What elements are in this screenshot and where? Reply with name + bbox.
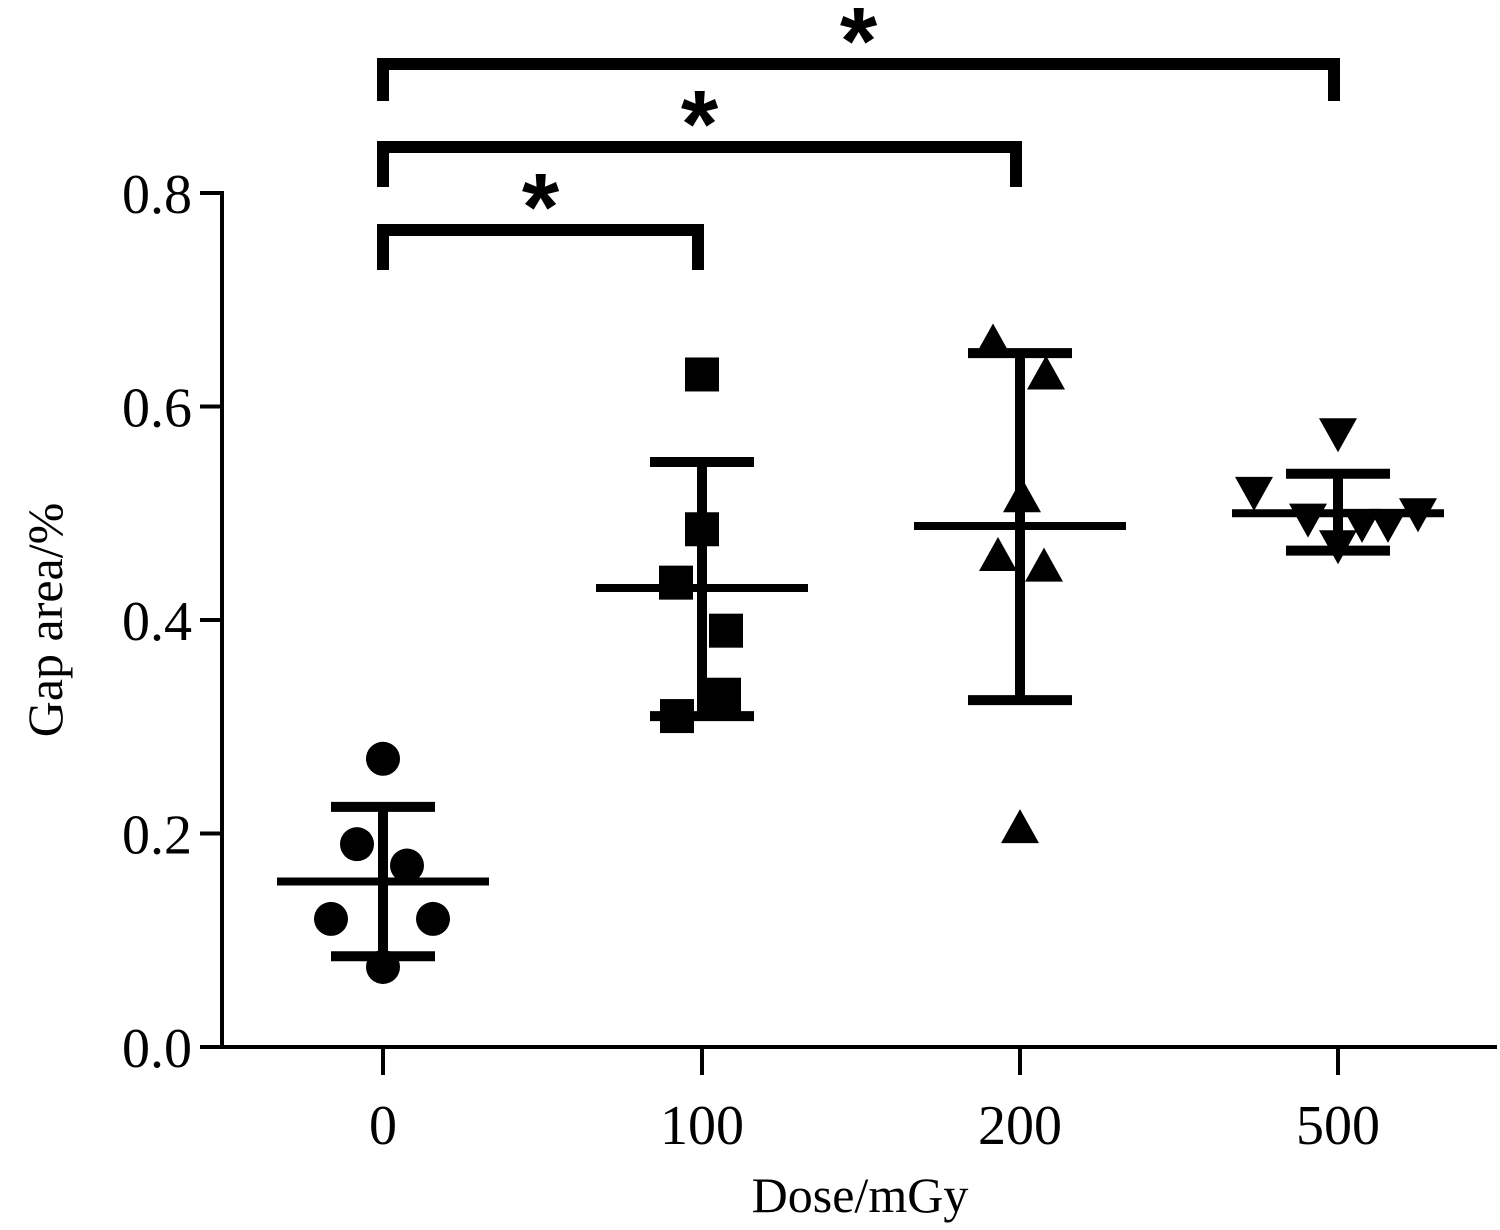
- y-tick-label: 0.6: [122, 378, 192, 440]
- y-tick-label: 0.8: [122, 164, 192, 226]
- significance-star: *: [522, 154, 560, 261]
- data-point: [416, 901, 450, 936]
- data-point: [1399, 498, 1437, 533]
- significance-star: *: [681, 71, 719, 178]
- data-point: [1319, 418, 1357, 453]
- significance-bracket: [377, 141, 1022, 187]
- data-point: [1369, 508, 1407, 543]
- x-axis-label: Dose/mGy: [752, 1167, 969, 1223]
- y-tick-label: 0.0: [122, 1018, 192, 1080]
- data-point: [1001, 809, 1039, 844]
- data-point: [340, 827, 374, 862]
- significance-bracket: [377, 58, 1340, 101]
- data-point: [1235, 476, 1273, 511]
- data-point: [659, 565, 693, 600]
- y-tick-label: 0.2: [122, 805, 192, 867]
- data-point: [685, 357, 719, 392]
- data-point: [979, 536, 1017, 571]
- data-point: [685, 512, 719, 547]
- data-point: [1289, 503, 1327, 538]
- data-point: [366, 949, 400, 984]
- data-point: [709, 613, 743, 648]
- data-point: [366, 741, 400, 776]
- plot-area: [277, 323, 1444, 984]
- data-point: [1319, 530, 1357, 565]
- significance-bracket: [377, 224, 704, 270]
- data-point: [390, 848, 424, 883]
- data-point: [1003, 478, 1041, 513]
- data-point: [1343, 508, 1381, 543]
- significance-star: *: [840, 0, 878, 95]
- axes: 0.0 0.2 0.4 0.6 0.8 0 100 200 500: [122, 164, 1497, 1157]
- x-tick-label: 500: [1296, 1095, 1380, 1157]
- data-point: [1027, 355, 1065, 390]
- data-point: [314, 901, 348, 936]
- y-tick-label: 0.4: [122, 591, 192, 653]
- x-tick-label: 0: [369, 1095, 397, 1157]
- x-tick-label: 200: [978, 1095, 1062, 1157]
- data-point: [1025, 547, 1063, 582]
- data-point: [660, 699, 694, 734]
- y-axis-label: Gap area/%: [17, 503, 73, 738]
- data-point: [974, 323, 1012, 358]
- x-tick-label: 100: [660, 1095, 744, 1157]
- data-point: [707, 677, 741, 712]
- significance-brackets: * * *: [377, 0, 1340, 270]
